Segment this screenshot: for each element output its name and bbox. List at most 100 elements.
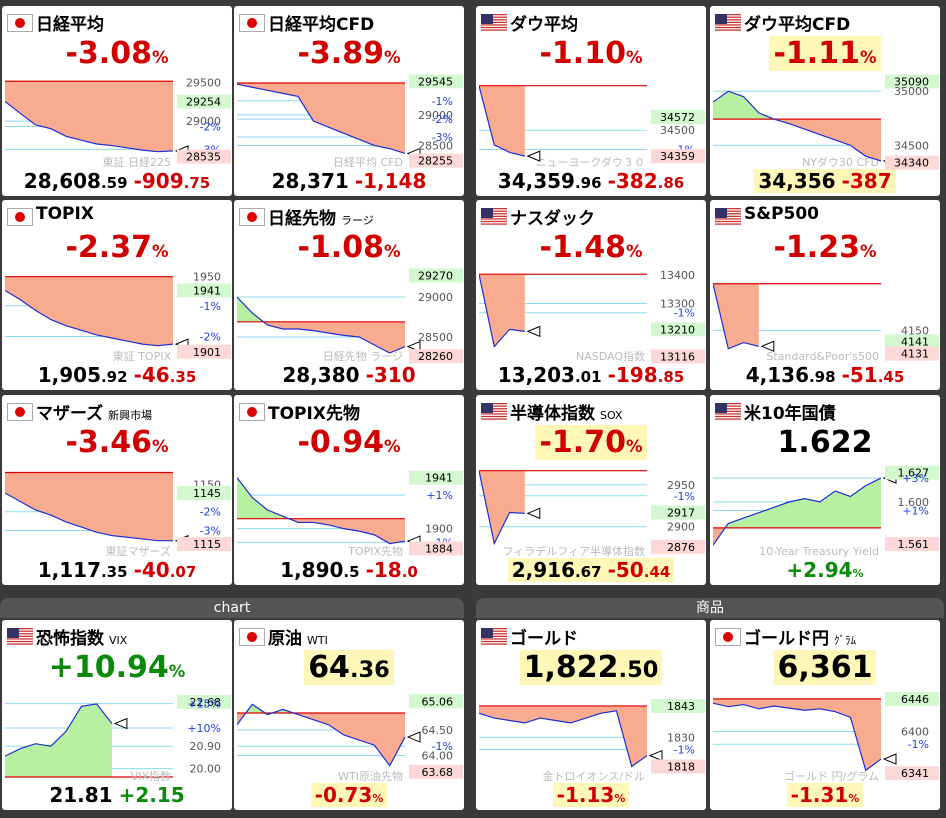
tick-box xyxy=(651,698,705,713)
last-marker xyxy=(406,340,421,353)
footer-line: 1,905.92 -46.35 xyxy=(2,363,232,387)
flag-icon xyxy=(239,14,265,32)
price: 21.81 +2.15 xyxy=(49,783,184,807)
last-marker xyxy=(760,340,775,353)
headline: -1.23% xyxy=(710,230,940,265)
price-line xyxy=(237,83,406,155)
tick-box xyxy=(885,465,939,480)
price-dec: .92 xyxy=(100,368,128,386)
headline: 1.622 xyxy=(710,425,940,460)
tile-name: ゴールド円 ｸﾞﾗﾑ xyxy=(744,624,856,649)
tile-name: 半導体指数 SOX xyxy=(510,399,622,424)
flag-stripe xyxy=(715,213,741,215)
tick-label: 22.68 xyxy=(190,696,222,709)
footer-line: 21.81 +2.15 xyxy=(2,783,232,807)
price-int: 28,608 xyxy=(23,169,101,193)
mini-chart: 日経平均 CFD 29545 -1%29000-2% -3%28500 28255 xyxy=(237,74,463,169)
change-int: -51 xyxy=(841,363,878,387)
name-text: 日経平均CFD xyxy=(268,15,375,35)
percent-unit: % xyxy=(151,437,169,456)
area-below xyxy=(237,82,405,154)
change-percent: -1.23% xyxy=(773,230,876,265)
price-int: 28,371 xyxy=(271,169,349,193)
price: 4,136.98 -51.45 xyxy=(746,363,905,387)
percent-value: -1.31 xyxy=(790,783,849,807)
tick-label: 34359 xyxy=(660,150,695,163)
footer-line: 28,371 -1,148 xyxy=(234,169,464,193)
tick-box xyxy=(177,344,231,359)
price-int: 1.622 xyxy=(777,425,873,460)
tick-box xyxy=(177,149,231,164)
tile-name: S&P500 xyxy=(744,204,819,224)
tick-label: 29500 xyxy=(186,77,221,90)
price: 13,203.01 -198.85 xyxy=(498,363,684,387)
change-percent: -1.08% xyxy=(297,230,400,265)
flag-sun xyxy=(15,18,25,28)
market-tile: TOPIX先物 -0.94% 1,890.5 -18.0 TOPIX先物 1941 +1% 1… xyxy=(234,395,464,585)
price-dec: .59 xyxy=(100,174,128,192)
flag-stripe xyxy=(481,208,507,210)
market-tile: 日経平均 -3.08% 28,608.59 -909.75 東証 日経225 29500 2… xyxy=(2,6,232,196)
area-below xyxy=(5,276,173,346)
flag-sun xyxy=(247,407,257,417)
flag-stripe xyxy=(715,410,741,412)
headline: -1.48% xyxy=(476,230,706,265)
watermark: WTI原油先物 xyxy=(338,769,403,783)
flag-sun xyxy=(723,632,733,642)
flag-stripe xyxy=(715,208,741,210)
market-tile: 恐怖指数 VIX +10.94% 21.81 +2.15 VIX指数 22.68 +15% +1… xyxy=(2,620,232,810)
watermark: Standard&Poor's500 xyxy=(766,350,879,363)
change-dec: .45 xyxy=(877,368,905,386)
price-change: -46.35 xyxy=(134,363,197,387)
name-sub: WTI xyxy=(307,634,328,647)
percent-unit: % xyxy=(859,48,877,67)
tick-box xyxy=(651,505,705,520)
price-int: 13,203 xyxy=(497,363,575,387)
flag-sun xyxy=(15,407,25,417)
name-text: S&P500 xyxy=(744,204,820,224)
market-tile: ゴールド 1,822.50 -1.13% 金トロイオンス/ドル 1843 1830 -1% 1… xyxy=(476,620,706,810)
area-below xyxy=(237,518,405,544)
change-int: -310 xyxy=(365,363,416,387)
footer-line: 13,203.01 -198.85 xyxy=(476,363,706,387)
change-percent: -1.70% xyxy=(535,425,647,460)
tick-label: 29270 xyxy=(418,269,453,282)
flag-stripe xyxy=(481,410,507,412)
price-dec: .36 xyxy=(349,657,390,683)
flag-stripe xyxy=(715,405,741,407)
last-marker xyxy=(648,749,663,762)
flag-stripe xyxy=(715,16,741,18)
change-dec: .86 xyxy=(657,174,685,192)
tick-box xyxy=(651,539,705,554)
footer-line: 1,890.5 -18.0 xyxy=(234,558,464,582)
area-below xyxy=(479,470,525,544)
change-percent: -0.94% xyxy=(297,425,400,460)
flag-icon xyxy=(7,628,33,645)
tick-box xyxy=(177,94,231,109)
tile-name: 日経先物 ラージ xyxy=(268,204,374,229)
headline: -1.70% xyxy=(476,425,706,460)
tick-box xyxy=(885,346,939,361)
flag-stripe xyxy=(715,21,741,23)
footer-line: 34,359.96 -382.86 xyxy=(476,169,706,193)
flag-stripe xyxy=(715,403,741,405)
headline: +10.94% xyxy=(2,650,232,685)
market-tile: 米10年国債 1.622 +2.94% 10-Year Treasury Yield 1… xyxy=(710,395,940,585)
name-text: ゴールド円 xyxy=(744,629,829,649)
tile-name: 日経平均 xyxy=(36,10,104,35)
tick-label: 2917 xyxy=(667,507,695,520)
flag-icon xyxy=(239,403,265,421)
mini-chart: NASDAQ指数 13400 13300-1% 13210 13116 xyxy=(479,269,705,364)
tick-label: 34572 xyxy=(660,111,695,124)
tick-label: 13210 xyxy=(660,323,695,336)
watermark: 日経平均 CFD xyxy=(333,156,403,169)
change-dec: .85 xyxy=(657,368,685,386)
tick-box xyxy=(409,470,463,485)
flag-stripe xyxy=(481,16,507,18)
section-header: 商品 xyxy=(476,598,944,618)
watermark: 東証 日経225 xyxy=(103,156,172,169)
tick-label: -1% xyxy=(200,300,221,313)
tick-label: +1% xyxy=(902,505,929,518)
price-line xyxy=(237,477,406,545)
